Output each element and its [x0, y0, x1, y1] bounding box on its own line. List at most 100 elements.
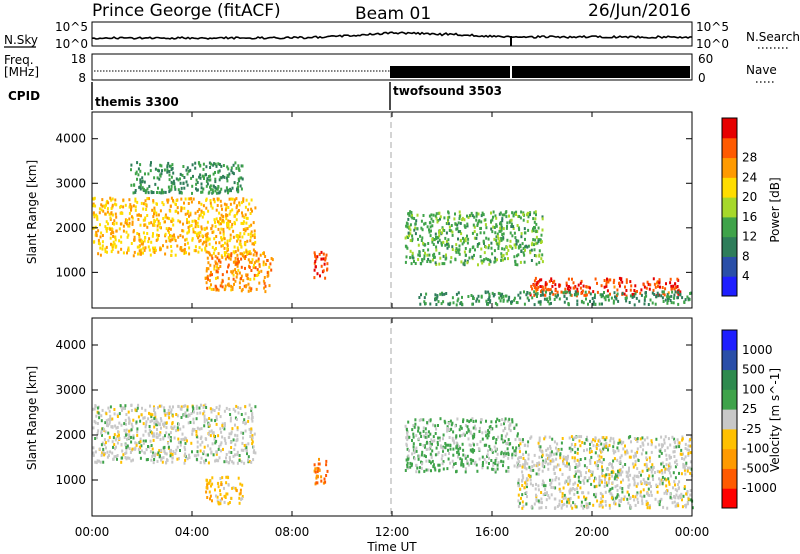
scatter-cell	[96, 422, 99, 425]
scatter-cell	[677, 504, 680, 508]
scatter-cell	[231, 197, 234, 201]
colorbar-tick-label: 20	[742, 190, 757, 204]
scatter-cell	[124, 431, 127, 435]
scatter-cell	[654, 445, 657, 449]
scatter-cell	[635, 438, 638, 441]
scatter-cell	[632, 454, 635, 458]
scatter-cell	[521, 465, 524, 469]
scatter-cell	[226, 242, 229, 246]
scatter-cell	[234, 268, 237, 272]
scatter-cell	[438, 234, 441, 238]
scatter-cell	[216, 197, 219, 201]
colorbar-tick-label: 28	[742, 151, 757, 165]
scatter-cell	[171, 234, 174, 238]
scatter-cell	[475, 419, 477, 423]
scatter-cell	[428, 419, 431, 423]
scatter-cell	[134, 172, 137, 176]
scatter-cell	[652, 288, 655, 292]
scatter-cell	[604, 500, 607, 503]
scatter-cell	[668, 462, 671, 466]
scatter-cell	[582, 301, 585, 305]
scatter-cell	[631, 295, 634, 299]
scatter-cell	[436, 220, 439, 224]
scatter-cell	[648, 506, 651, 510]
scatter-cell	[120, 240, 123, 244]
scatter-cell	[500, 228, 503, 232]
scatter-cell	[455, 227, 458, 231]
scatter-cell	[196, 181, 199, 184]
scatter-cell	[569, 293, 572, 297]
scatter-cell	[544, 491, 547, 495]
scatter-cell	[147, 172, 150, 176]
scatter-cell	[406, 222, 409, 226]
scatter-cell	[160, 419, 163, 423]
scatter-cell	[466, 419, 469, 423]
scatter-cell	[234, 409, 237, 413]
scatter-cell	[681, 457, 683, 460]
scatter-cell	[559, 489, 562, 493]
scatter-cell	[536, 281, 539, 285]
scatter-cell	[143, 180, 146, 184]
scatter-cell	[247, 232, 250, 236]
scatter-cell	[408, 225, 411, 229]
scatter-cell	[138, 235, 141, 239]
scatter-cell	[451, 296, 454, 300]
scatter-cell	[683, 466, 686, 470]
scatter-cell	[678, 480, 681, 484]
scatter-cell	[614, 496, 617, 500]
scatter-cell	[673, 450, 676, 454]
scatter-cell	[170, 448, 172, 452]
scatter-cell	[661, 471, 664, 475]
scatter-cell	[579, 471, 582, 475]
scatter-cell	[632, 476, 635, 480]
scatter-cell	[120, 247, 123, 251]
scatter-cell	[490, 246, 493, 250]
scatter-cell	[671, 501, 674, 505]
scatter-cell	[140, 201, 143, 205]
scatter-cell	[168, 170, 171, 173]
scatter-cell	[434, 214, 437, 218]
scatter-cell	[113, 219, 116, 223]
scatter-cell	[568, 491, 571, 495]
scatter-cell	[451, 421, 454, 425]
scatter-cell	[457, 297, 460, 301]
scatter-cell	[200, 182, 203, 186]
scatter-cell	[603, 485, 606, 488]
scatter-cell	[147, 245, 150, 249]
scatter-cell	[473, 449, 476, 452]
scatter-cell	[566, 287, 569, 291]
scatter-cell	[488, 462, 490, 465]
scatter-cell	[616, 458, 619, 462]
scatter-cell	[192, 410, 195, 414]
scatter-cell	[171, 460, 174, 464]
scatter-cell	[473, 424, 476, 428]
scatter-cell	[110, 232, 113, 236]
scatter-cell	[248, 403, 251, 407]
scatter-cell	[148, 411, 150, 415]
scatter-cell	[93, 419, 96, 423]
scatter-cell	[659, 449, 662, 453]
scatter-cell	[680, 448, 683, 452]
scatter-cell	[533, 293, 536, 297]
scatter-cell	[566, 290, 569, 294]
colorbar-tick-label: -1000	[742, 481, 777, 495]
scatter-cell	[160, 172, 163, 176]
scatter-cell	[500, 437, 503, 441]
scatter-cell	[497, 435, 500, 439]
scatter-cell	[138, 445, 141, 449]
scatter-cell	[527, 473, 530, 477]
scatter-cell	[667, 291, 670, 295]
scatter-cell	[600, 503, 603, 507]
scatter-cell	[248, 260, 251, 264]
scatter-cell	[142, 218, 145, 222]
scatter-cell	[511, 420, 514, 424]
scatter-cell	[511, 300, 514, 304]
scatter-cell	[233, 447, 236, 451]
scatter-cell	[224, 496, 227, 499]
scatter-cell	[198, 207, 201, 211]
scatter-cell	[677, 290, 680, 294]
scatter-cell	[227, 283, 229, 287]
scatter-cell	[175, 448, 178, 452]
scatter-cell	[244, 213, 247, 217]
scatter-cell	[128, 429, 131, 433]
